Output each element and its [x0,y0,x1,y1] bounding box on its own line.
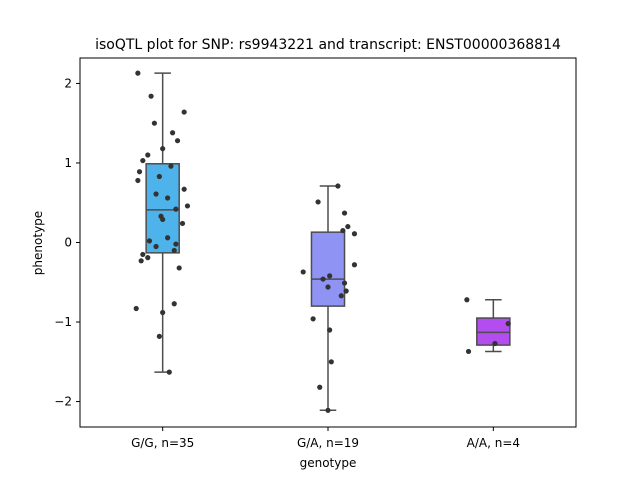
y-axis-label: phenotype [31,211,45,275]
data-point [492,340,498,347]
data-point [173,241,179,247]
data-point [156,333,162,339]
y-tick-label: 0 [64,236,72,250]
data-point [345,223,351,230]
data-point [173,206,179,212]
x-tick-label: G/A, n=19 [297,436,359,450]
data-point [181,109,187,115]
data-point [171,301,177,307]
data-point [335,183,341,189]
data-point [325,407,331,413]
data-point [148,93,154,99]
data-point [145,152,151,158]
data-point [464,297,470,303]
data-point [153,191,159,197]
data-point [181,186,187,192]
data-point [168,163,174,169]
data-point [133,305,139,312]
data-point [341,210,348,216]
data-point [184,203,191,209]
data-point [465,348,472,355]
data-point [145,255,151,261]
data-point [327,327,333,333]
data-point [135,70,141,76]
data-point [328,359,334,365]
data-point [351,231,358,237]
data-point [135,177,141,184]
data-point [505,321,511,327]
data-point [153,243,159,250]
data-point [160,309,166,316]
y-tick-label: −1 [54,315,72,329]
data-point [300,269,306,275]
data-point [136,169,143,175]
y-tick-label: −2 [54,395,72,409]
data-point [160,216,166,223]
data-point [325,284,331,290]
chart-title: isoQTL plot for SNP: rs9943221 and trans… [95,37,561,53]
data-point [140,251,146,258]
data-point [317,384,323,390]
data-point [165,235,171,241]
data-point [340,227,346,234]
data-point [151,120,157,126]
data-point [166,369,172,375]
data-point [156,173,162,180]
data-point [343,288,349,294]
x-tick-label: A/A, n=4 [467,436,520,450]
data-point [320,276,326,282]
data-point [327,273,333,279]
data-point [140,157,146,164]
data-point [138,258,144,264]
y-tick-label: 1 [64,156,72,170]
data-point [146,238,153,244]
data-point [160,146,166,152]
plot-area [133,70,511,413]
axes: 2 1 0 −1 −2 G/G, n=35 G/A, n=19 A/A, n=4 [54,76,520,450]
x-tick-label: G/G, n=35 [131,436,194,450]
data-point [165,195,171,201]
data-point [338,293,344,299]
data-point [176,265,182,271]
data-point [310,316,316,322]
box [476,317,511,346]
data-point [171,247,177,254]
data-point [351,262,358,268]
data-point [169,130,176,136]
data-point [174,138,181,144]
y-tick-label: 2 [64,76,72,90]
data-point [341,280,348,286]
box [310,231,346,307]
data-point [179,220,186,227]
data-point [315,199,321,205]
x-axis-label: genotype [300,456,357,470]
